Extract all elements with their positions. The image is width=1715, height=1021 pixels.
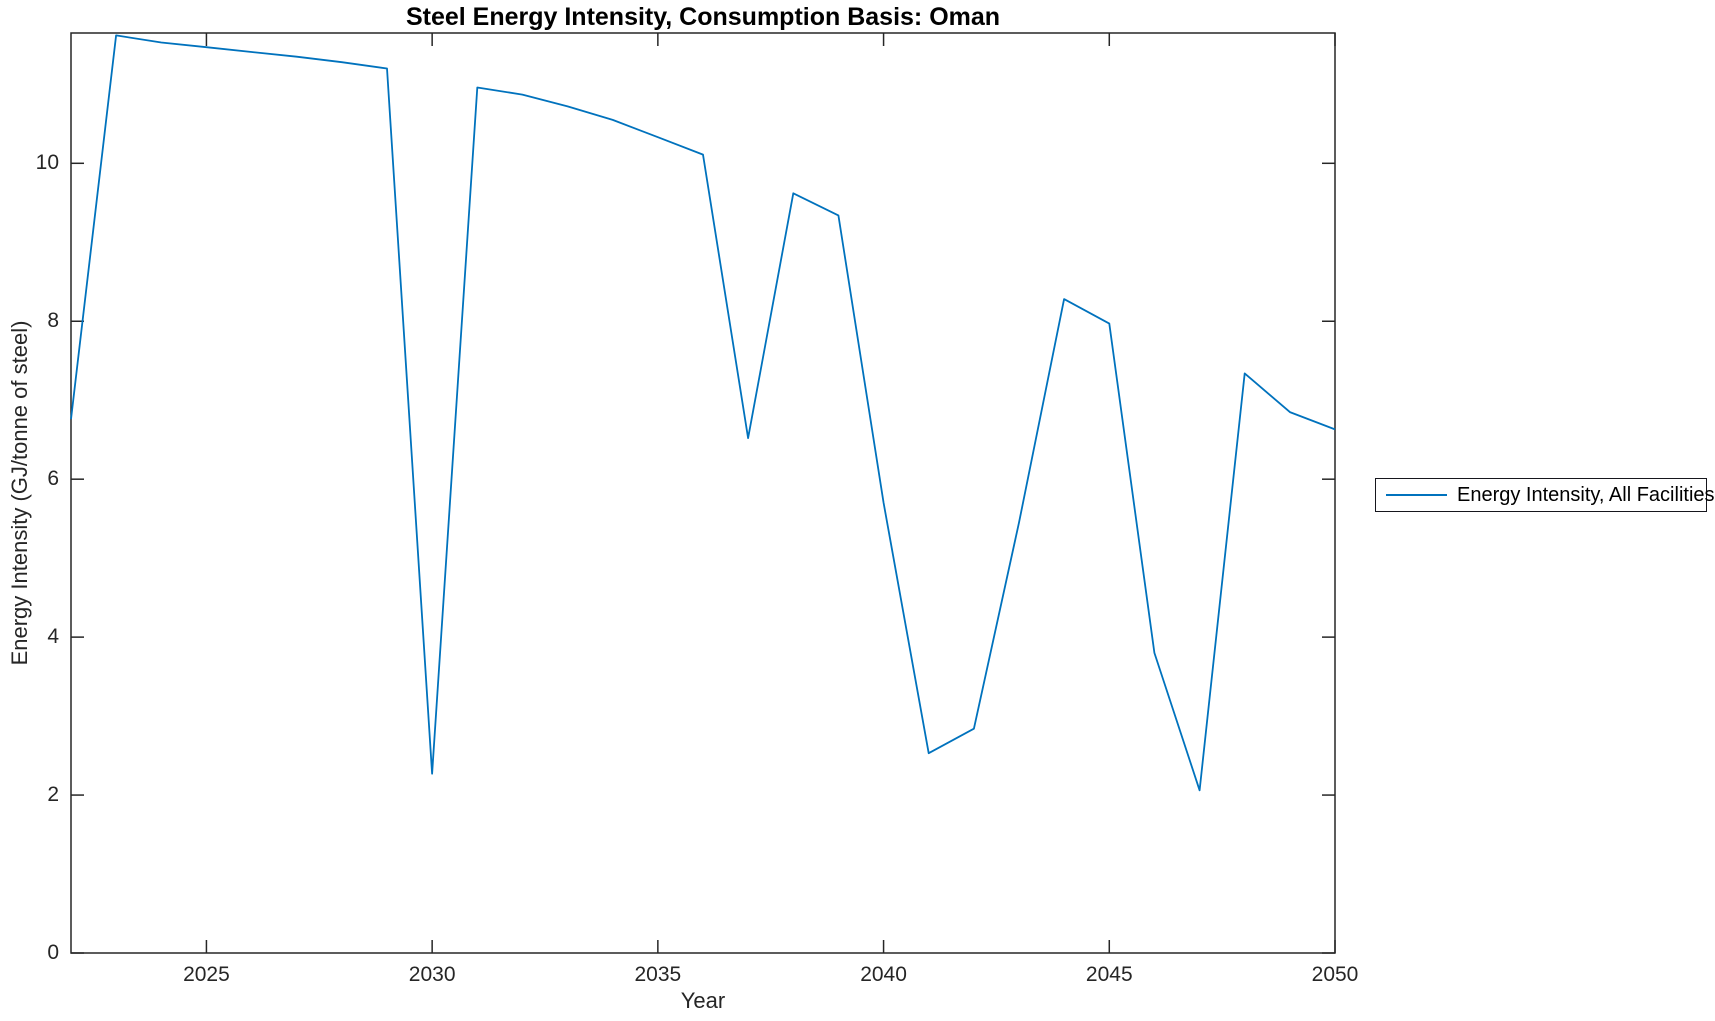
legend-label: Energy Intensity, All Facilities (1457, 483, 1715, 506)
data-line-energy-intensity (70, 34, 1336, 792)
x-tick-label: 2050 (1311, 963, 1359, 986)
y-tick-label: 2 (47, 783, 59, 807)
y-tick-label: 6 (47, 467, 59, 491)
x-tick-label: 2025 (183, 963, 230, 986)
legend: Energy Intensity, All Facilities (1375, 478, 1715, 512)
x-tick-label: 2030 (408, 963, 456, 986)
y-tick-label: 10 (35, 151, 59, 175)
axes-box (70, 32, 1336, 954)
x-tick-label: 2040 (860, 963, 907, 986)
x-axis-label: Year (680, 988, 726, 1013)
x-tick-label: 2035 (634, 963, 682, 986)
y-tick-label: 8 (47, 309, 59, 333)
y-tick-label: 0 (47, 941, 59, 964)
legend-line-sample-icon (1386, 494, 1447, 496)
x-tick-label: 2045 (1085, 963, 1133, 986)
chart-title: Steel Energy Intensity, Consumption Basi… (405, 3, 1001, 31)
y-tick-label: 4 (47, 625, 59, 649)
